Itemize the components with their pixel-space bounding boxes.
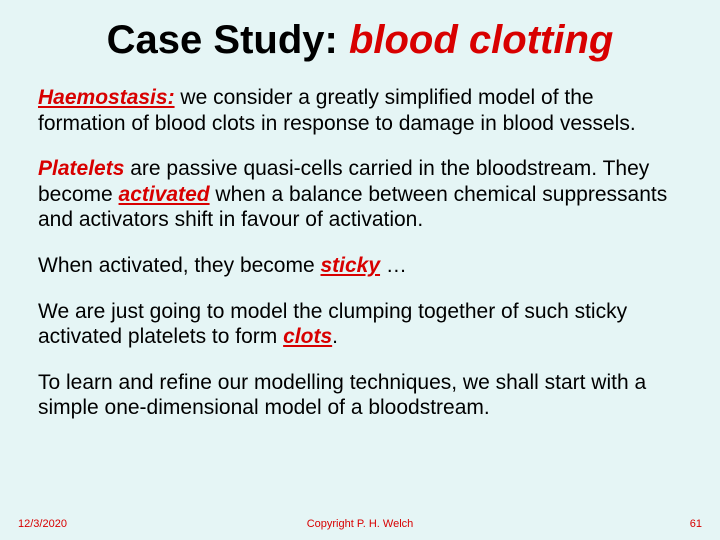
title-emphasis: blood clotting	[349, 18, 613, 62]
text: .	[332, 325, 338, 348]
keyword-platelets: Platelets	[38, 157, 124, 180]
footer-copyright: Copyright P. H. Welch	[0, 518, 720, 530]
keyword-haemostasis: Haemostasis:	[38, 86, 175, 109]
slide: Case Study: blood clotting Haemostasis: …	[0, 0, 720, 540]
paragraph-modelling: To learn and refine our modelling techni…	[30, 370, 690, 421]
title-lead: Case Study:	[107, 18, 349, 62]
text: When activated, they become	[38, 254, 321, 277]
paragraph-sticky: When activated, they become sticky …	[30, 253, 690, 279]
keyword-sticky: sticky	[321, 254, 381, 277]
paragraph-haemostasis: Haemostasis: we consider a greatly simpl…	[30, 85, 690, 136]
keyword-activated: activated	[119, 183, 210, 206]
text: …	[380, 254, 407, 277]
keyword-clots: clots	[283, 325, 332, 348]
slide-title: Case Study: blood clotting	[30, 18, 690, 63]
paragraph-platelets: Platelets are passive quasi-cells carrie…	[30, 156, 690, 233]
text: To learn and refine our modelling techni…	[38, 371, 646, 420]
footer-page-number: 61	[690, 518, 702, 530]
paragraph-clots: We are just going to model the clumping …	[30, 299, 690, 350]
